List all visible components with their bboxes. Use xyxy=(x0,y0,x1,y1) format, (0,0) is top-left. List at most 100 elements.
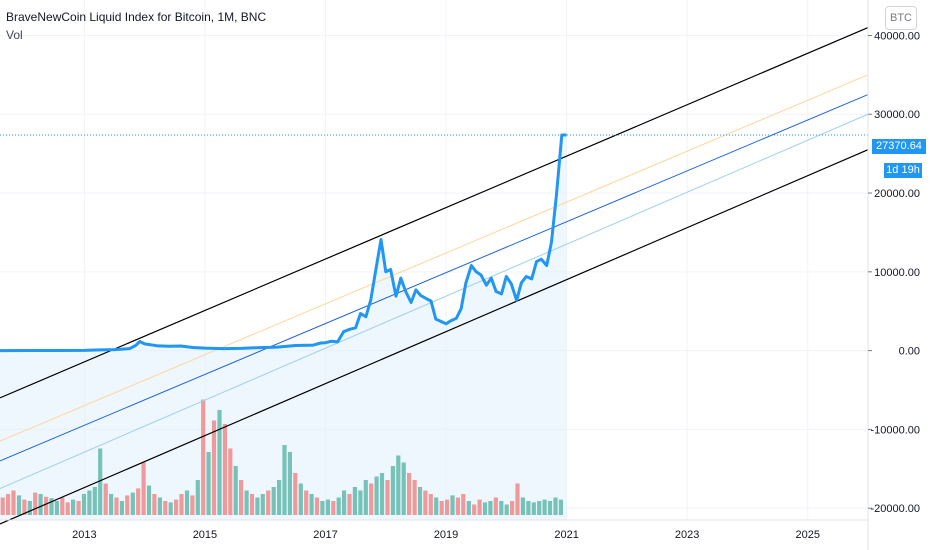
volume-bar xyxy=(233,466,238,515)
volume-bar xyxy=(152,494,157,515)
volume-bar xyxy=(109,494,114,515)
volume-bar xyxy=(163,501,168,515)
volume-bar xyxy=(412,480,417,515)
volume-bar xyxy=(11,490,16,515)
volume-bar xyxy=(482,502,488,515)
volume-bar xyxy=(206,452,211,515)
volume-bar xyxy=(531,502,536,515)
volume-bar xyxy=(390,466,395,515)
volume-bar xyxy=(244,490,249,515)
volume-bar xyxy=(98,448,103,515)
volume-bar xyxy=(184,490,190,515)
volume-bar xyxy=(136,488,141,515)
volume-bar xyxy=(352,487,357,515)
volume-bar xyxy=(119,501,124,515)
y-tick-label: 20000.00 xyxy=(874,188,920,200)
volume-bar xyxy=(374,476,379,515)
volume-bar xyxy=(92,487,97,515)
volume-bar xyxy=(428,494,433,515)
volume-bar xyxy=(277,480,282,515)
bar-countdown-label: 1d 19h xyxy=(884,163,922,178)
volume-bar xyxy=(401,462,406,515)
symbol-title[interactable]: BraveNewCoin Liquid Index for Bitcoin, 1… xyxy=(6,10,267,24)
volume-bar xyxy=(33,492,38,515)
volume-bar xyxy=(249,494,255,515)
volume-bar xyxy=(331,501,336,515)
volume-bar xyxy=(60,497,65,515)
volume-bar xyxy=(103,483,108,515)
volume-bars xyxy=(0,399,563,515)
volume-bar xyxy=(450,495,455,515)
volume-bar xyxy=(211,420,217,515)
volume-bar xyxy=(558,499,563,515)
chart-legend: BraveNewCoin Liquid Index for Bitcoin, 1… xyxy=(6,10,266,42)
volume-bar xyxy=(255,497,260,515)
volume-bar xyxy=(87,490,92,515)
y-tick-label: 40000.00 xyxy=(874,30,920,42)
volume-bar xyxy=(16,495,22,515)
volume-bar xyxy=(130,492,135,515)
volume-bar xyxy=(71,499,76,515)
volume-bar xyxy=(488,501,493,515)
volume-bar xyxy=(336,497,341,515)
volume-bar xyxy=(358,490,363,515)
channel-line-median xyxy=(0,94,869,462)
price-line xyxy=(0,133,567,353)
volume-bar xyxy=(49,498,54,515)
volume-bar xyxy=(168,502,173,515)
volume-bar xyxy=(461,494,466,515)
volume-bar xyxy=(379,473,385,515)
volume-bar xyxy=(195,480,200,515)
x-tick-label: 2019 xyxy=(434,529,458,541)
price-area-fill xyxy=(0,135,567,520)
volume-label[interactable]: Vol xyxy=(6,28,23,42)
volume-bar xyxy=(537,501,542,515)
volume-bar xyxy=(54,501,59,515)
x-tick-label: 2025 xyxy=(795,529,819,541)
volume-bar xyxy=(439,501,444,515)
volume-bar xyxy=(369,483,374,515)
y-tick-label: 0.00 xyxy=(899,346,920,358)
price-area xyxy=(0,135,567,520)
current-price-label: 27370.64 xyxy=(872,139,926,154)
volume-bar xyxy=(542,499,547,515)
volume-bar xyxy=(553,497,558,515)
volume-bar xyxy=(266,490,271,515)
currency-button[interactable]: BTC xyxy=(885,6,917,30)
volume-bar xyxy=(76,501,81,515)
volume-bar xyxy=(526,501,531,515)
volume-bar xyxy=(499,501,504,515)
volume-bar xyxy=(271,487,276,515)
volume-bar xyxy=(141,462,146,515)
x-tick-label: 2021 xyxy=(554,529,578,541)
channel-line-upper-inner xyxy=(0,74,869,442)
volume-bar xyxy=(445,499,450,515)
volume-bar xyxy=(455,497,460,515)
volume-bar xyxy=(298,483,303,515)
x-tick-label: 2013 xyxy=(72,529,96,541)
volume-bar xyxy=(190,495,195,515)
volume-bar xyxy=(477,499,482,515)
volume-bar xyxy=(201,399,206,515)
channel-line-lower xyxy=(0,149,869,525)
volume-bar xyxy=(81,494,87,515)
volume-bar xyxy=(293,473,298,515)
volume-bar xyxy=(239,480,244,515)
volume-bar xyxy=(146,485,152,515)
volume-bar xyxy=(385,480,390,515)
volume-bar xyxy=(493,497,498,515)
volume-bar xyxy=(38,494,43,515)
volume-bar xyxy=(157,497,162,515)
volume-bar xyxy=(282,445,287,515)
volume-bar xyxy=(363,480,368,515)
y-tick-label: -10000.00 xyxy=(870,424,920,436)
volume-bar xyxy=(27,501,32,515)
volume-bar xyxy=(65,502,70,515)
volume-bar xyxy=(114,497,119,515)
volume-bar xyxy=(510,501,515,515)
channel-line-lower-inner xyxy=(0,113,869,489)
volume-bar xyxy=(520,497,525,515)
volume-bar xyxy=(504,504,509,515)
volume-bar xyxy=(260,494,265,515)
